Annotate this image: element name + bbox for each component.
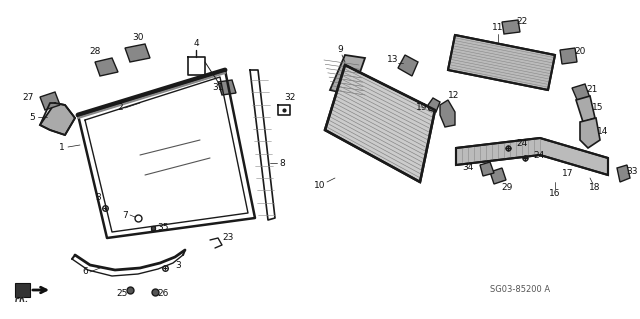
Text: 3: 3	[95, 194, 101, 203]
Text: 18: 18	[589, 183, 601, 192]
Polygon shape	[218, 80, 236, 95]
Polygon shape	[440, 100, 455, 127]
Text: 22: 22	[516, 18, 527, 26]
Text: 24: 24	[516, 138, 527, 147]
Polygon shape	[125, 44, 150, 62]
Text: 27: 27	[22, 93, 34, 101]
Text: 35: 35	[157, 222, 169, 232]
Text: 8: 8	[279, 159, 285, 167]
Polygon shape	[325, 65, 435, 182]
Polygon shape	[40, 103, 75, 135]
Polygon shape	[456, 138, 608, 175]
Polygon shape	[398, 55, 418, 76]
Text: 4: 4	[193, 40, 199, 48]
Text: 17: 17	[563, 169, 573, 179]
Text: 2: 2	[117, 102, 123, 112]
Text: 29: 29	[501, 182, 513, 191]
Polygon shape	[490, 168, 506, 184]
Text: 23: 23	[222, 233, 234, 241]
Text: 13: 13	[387, 56, 399, 64]
Polygon shape	[580, 118, 600, 148]
Text: 31: 31	[212, 84, 224, 93]
Polygon shape	[560, 48, 577, 64]
Polygon shape	[448, 35, 555, 90]
Polygon shape	[330, 55, 365, 95]
Text: 12: 12	[448, 92, 460, 100]
Text: 5: 5	[29, 113, 35, 122]
Text: 19: 19	[416, 103, 428, 113]
Text: 14: 14	[597, 128, 609, 137]
Text: 25: 25	[116, 288, 128, 298]
Text: 16: 16	[549, 189, 561, 197]
Polygon shape	[95, 58, 118, 76]
Text: 11: 11	[492, 24, 504, 33]
Text: 3: 3	[175, 262, 181, 271]
Text: 9: 9	[337, 46, 343, 55]
Polygon shape	[617, 165, 630, 182]
Text: 20: 20	[574, 48, 586, 56]
Text: 6: 6	[82, 268, 88, 277]
Text: 7: 7	[122, 211, 128, 219]
Polygon shape	[15, 283, 30, 297]
Polygon shape	[502, 20, 520, 34]
Text: 33: 33	[627, 167, 637, 176]
Text: 1: 1	[59, 143, 65, 152]
Text: 15: 15	[592, 102, 604, 112]
Text: 26: 26	[157, 288, 169, 298]
Polygon shape	[572, 84, 590, 102]
Polygon shape	[576, 96, 595, 122]
Text: FR.: FR.	[15, 295, 29, 304]
Text: 28: 28	[90, 48, 100, 56]
Polygon shape	[40, 92, 60, 110]
Text: 10: 10	[314, 181, 326, 189]
Text: 21: 21	[586, 85, 598, 93]
Text: 30: 30	[132, 33, 144, 42]
Text: 32: 32	[284, 93, 296, 101]
Polygon shape	[480, 162, 494, 176]
Text: 34: 34	[462, 164, 474, 173]
Text: SG03-85200 A: SG03-85200 A	[490, 286, 550, 294]
Text: 24: 24	[533, 151, 545, 160]
Polygon shape	[428, 98, 440, 112]
